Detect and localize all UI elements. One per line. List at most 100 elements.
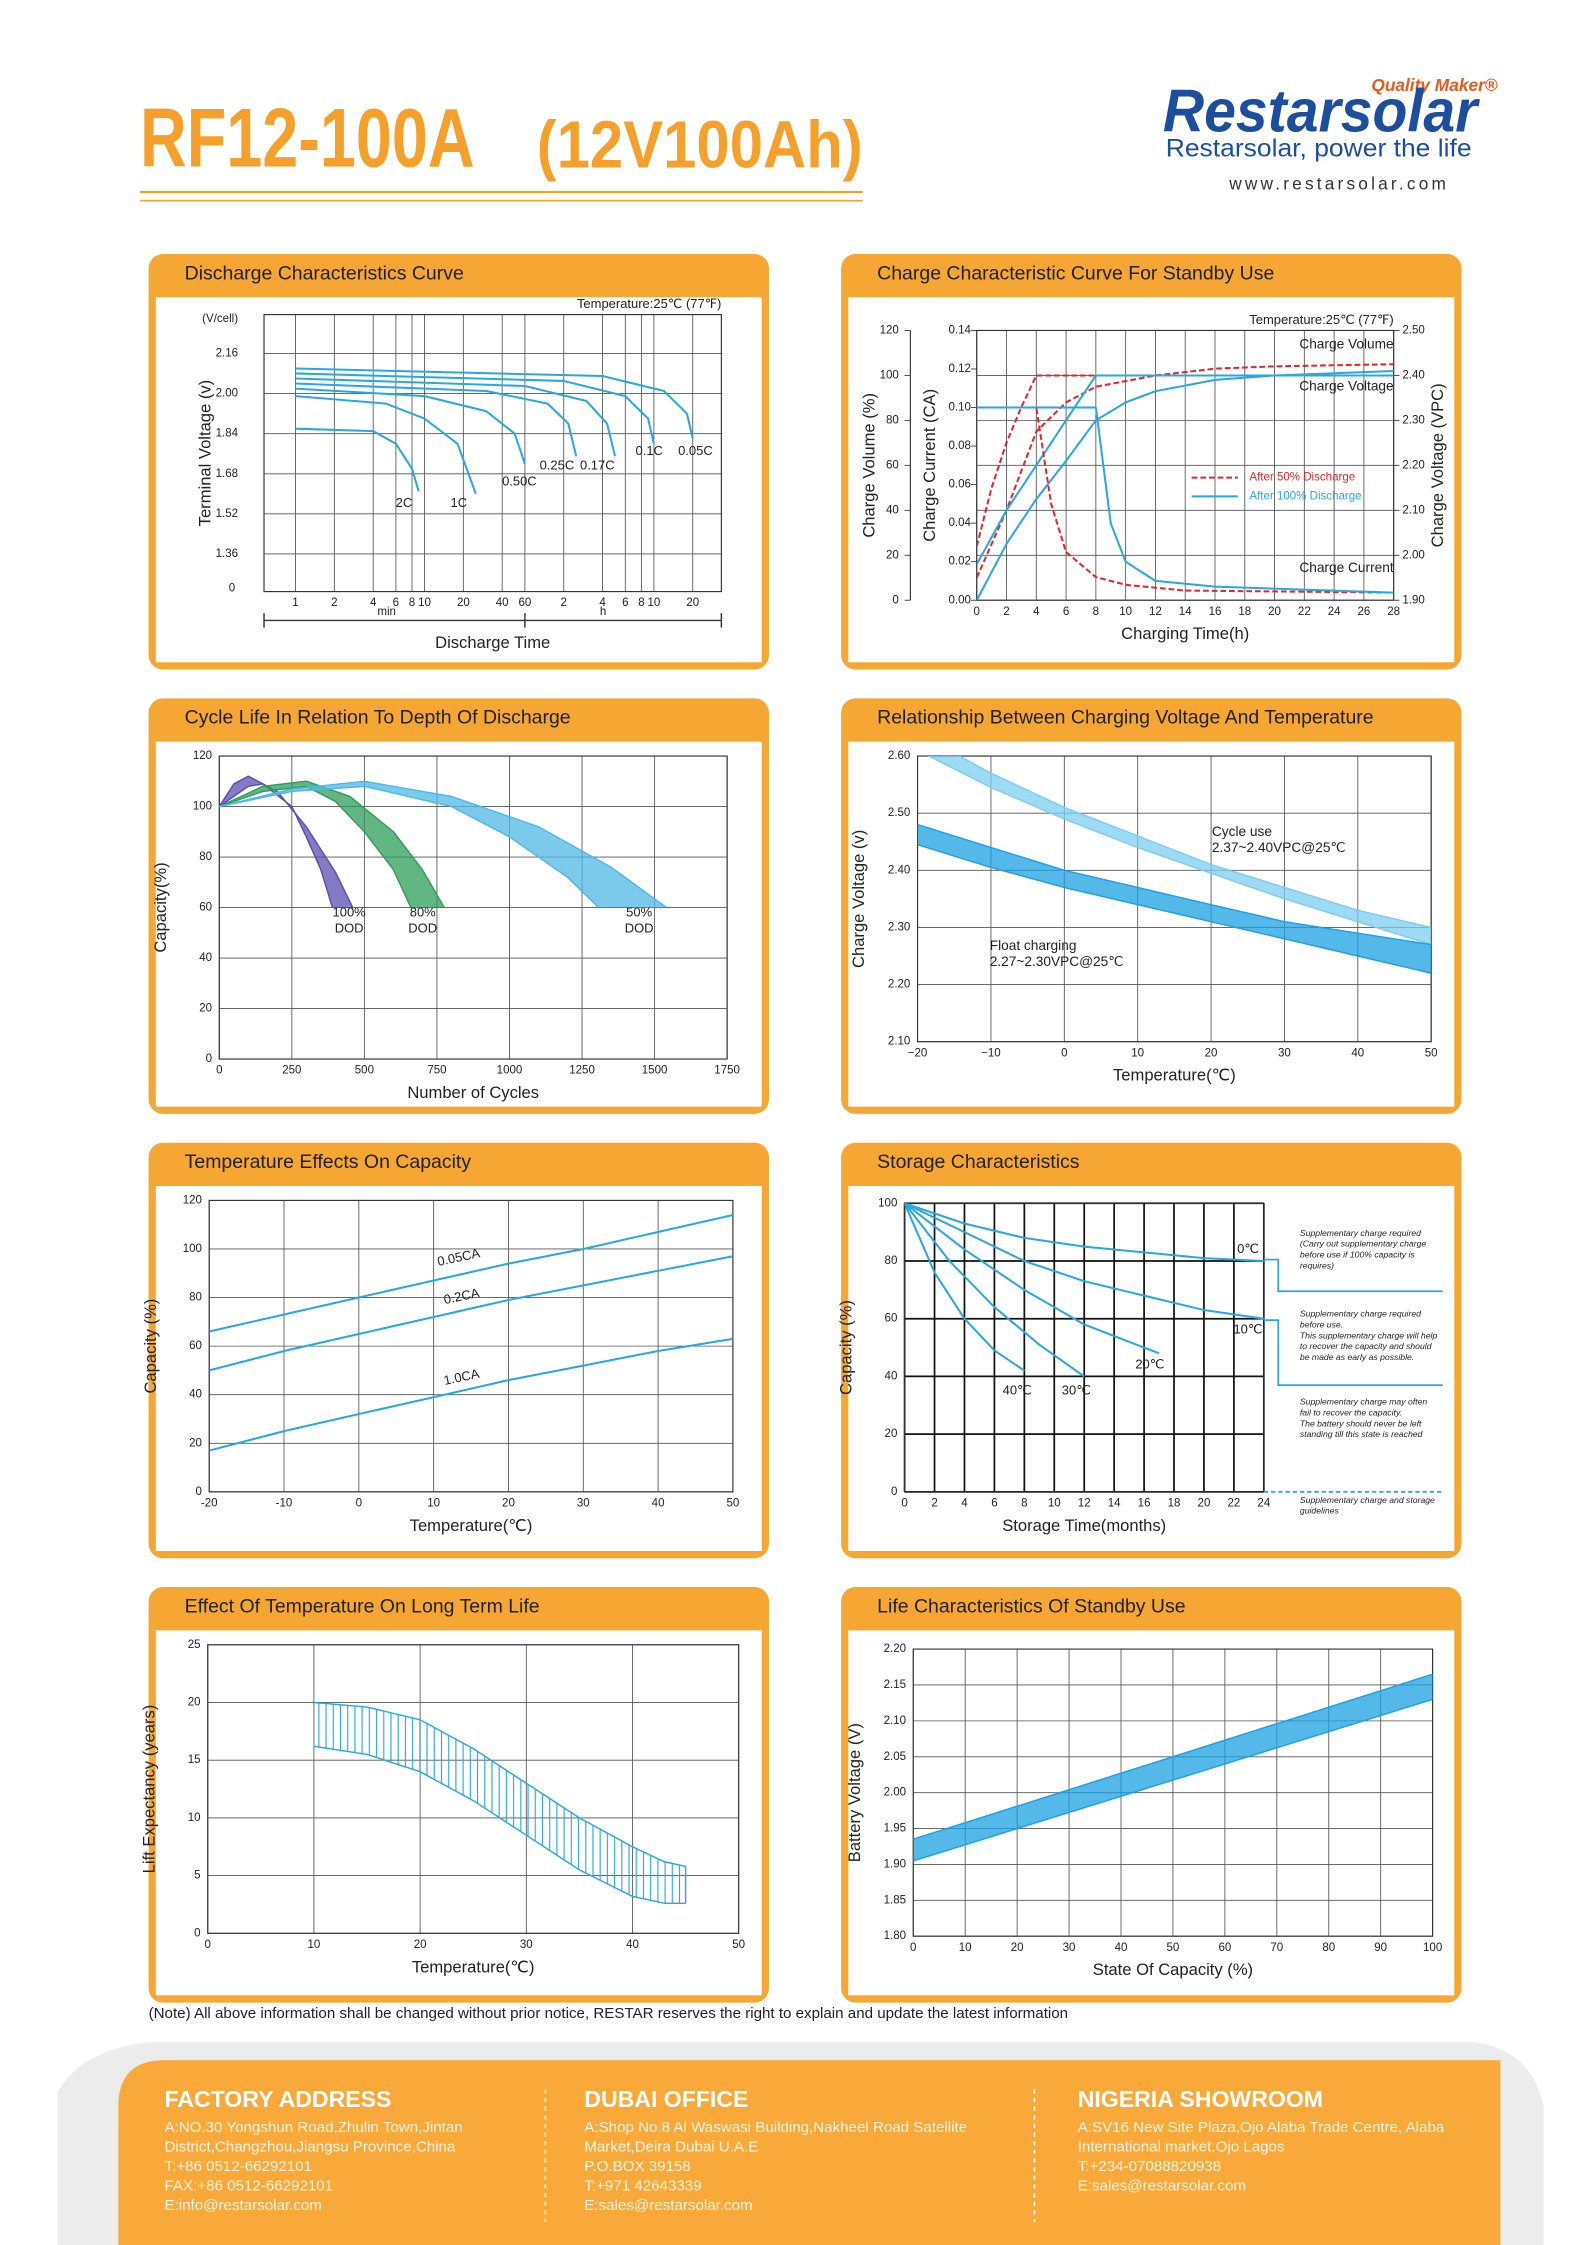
series-label: 0.17C: [580, 457, 615, 472]
x-tick-label: 20: [1011, 1942, 1024, 1954]
plot-frame: [263, 313, 722, 593]
x-tick-label: 4: [370, 597, 377, 609]
footer-line: T:+234-07088820938: [1078, 2158, 1221, 2175]
storage-note: This supplementary charge will help: [1300, 1330, 1438, 1340]
y3-tick-label: 2.20: [1402, 459, 1424, 471]
series-line: [904, 1203, 1160, 1355]
y-tick-label: 1.85: [884, 1894, 906, 1906]
x-tick-label: -20: [201, 1497, 218, 1509]
annotation: 2.37~2.40VPC@25℃: [1212, 840, 1346, 855]
series-label: 1.0CA: [442, 1366, 481, 1388]
x-tick-label: 0: [1061, 1047, 1067, 1059]
y-tick-label: 1.84: [216, 428, 239, 440]
plot-frame: [207, 1644, 740, 1934]
y-axis-label: Capacity (%): [141, 1299, 160, 1394]
x-tick-label: 16: [1209, 606, 1222, 618]
x-tick-label: 10: [1131, 1047, 1144, 1059]
footer-line: District,Changzhou,Jiangsu Province,Chin…: [164, 2139, 455, 2156]
y-tick-label: 60: [886, 459, 899, 471]
y-tick-label: 100: [193, 801, 212, 813]
y2-tick-label: 0.00: [949, 594, 971, 606]
band-edge: [927, 756, 1432, 946]
x-tick-label: 0: [356, 1497, 362, 1509]
panel-body: [848, 1630, 1455, 1996]
x-tick-label: 22: [1298, 606, 1311, 618]
series-line: [904, 1203, 1264, 1263]
y3-tick-label: 1.90: [1402, 594, 1424, 606]
y-tick-label: 0: [891, 1486, 897, 1498]
band-edge: [219, 785, 600, 909]
footer: [118, 2060, 1501, 2245]
band-fill: [219, 781, 445, 908]
series-label: 0℃: [1237, 1241, 1259, 1256]
series-line: [904, 1203, 1264, 1320]
series-label: 40℃: [1003, 1382, 1032, 1397]
series-label: 2C: [396, 495, 413, 510]
y2-tick-label: 0.14: [949, 324, 972, 336]
x-tick-label: 250: [282, 1065, 301, 1077]
panel-title: Relationship Between Charging Voltage An…: [877, 707, 1373, 729]
panel-title: Effect Of Temperature On Long Term Life: [185, 1595, 540, 1617]
band-label: 80%: [410, 905, 436, 920]
panel-body: [848, 741, 1455, 1107]
y-tick-label: 120: [183, 1194, 202, 1206]
x-tick-label: 2: [561, 597, 567, 609]
x-tick-label: 20: [1205, 1047, 1218, 1059]
y-tick-label: 1.80: [884, 1930, 906, 1942]
band-edge: [313, 1701, 686, 1868]
y-axis-label: Terminal Voltage (v): [196, 380, 215, 527]
band-fill: [917, 824, 1432, 974]
y-axis-label: Battery Voltage (V): [845, 1723, 864, 1862]
y-tick-label: 60: [885, 1313, 898, 1325]
x-tick-label: 1000: [497, 1065, 523, 1077]
y-tick-label: 25: [188, 1639, 201, 1651]
y-tick-label: 2.05: [884, 1751, 906, 1763]
series-line: [295, 377, 617, 457]
band-edge: [313, 1745, 686, 1905]
x-tick-label: 500: [355, 1065, 374, 1077]
band-edge: [917, 823, 1432, 946]
footer-line: FAX:+86 0512-66292101: [164, 2178, 333, 2195]
x-tick-label: 26: [1357, 606, 1370, 618]
x-tick-label: 16: [1138, 1497, 1151, 1509]
y-tick-label: 2.20: [888, 979, 910, 991]
y2-tick-label: 0.02: [949, 556, 971, 568]
plot-frame: [976, 329, 1395, 601]
brand-tag: Quality Maker®: [1371, 75, 1497, 95]
band-fill: [219, 776, 353, 908]
band-fill: [219, 781, 667, 908]
y-axis-label: Charge Current (CA): [920, 389, 939, 542]
y-axis-label: Charge Voltage (v): [849, 830, 868, 968]
series-label: 10℃: [1233, 1322, 1262, 1337]
storage-note: fail to recover the capacity.: [1300, 1407, 1402, 1417]
x-tick-label: 30: [520, 1939, 533, 1951]
y-tick-label: 80: [189, 1292, 202, 1304]
y-unit: (V/cell): [202, 313, 238, 325]
y-tick-label: 60: [189, 1340, 202, 1352]
footer-title: NIGERIA SHOWROOM: [1078, 2086, 1323, 2112]
y-tick-label: 2.60: [888, 750, 910, 762]
series-line: [976, 369, 1394, 601]
y-tick-label: 20: [886, 549, 899, 561]
x-tick-label: 40: [652, 1497, 665, 1509]
chart-note: Temperature:25℃ (77℉): [577, 296, 721, 311]
x-tick-label: 8: [1021, 1497, 1027, 1509]
x-axis-label: Storage Time(months): [1002, 1516, 1166, 1535]
x-tick-label: 14: [1108, 1497, 1121, 1509]
chart-note: Temperature:25℃ (77℉): [1249, 312, 1393, 327]
y-tick-label: 2.30: [888, 921, 910, 933]
footer-line: A:NO.30 Yongshun Road,Zhulin Town,Jintan: [164, 2119, 462, 2136]
y-tick-label: 120: [193, 750, 212, 762]
x-tick-label: 6: [1063, 606, 1069, 618]
y-tick-label: 1.68: [216, 468, 238, 480]
footer-title: FACTORY ADDRESS: [164, 2086, 391, 2112]
y-tick-label: 0: [206, 1053, 212, 1065]
band-edge: [913, 1698, 1433, 1862]
series-line: [976, 363, 1394, 579]
y-tick-label: 100: [183, 1243, 202, 1255]
series-label: 0.2CA: [442, 1285, 481, 1307]
series-line: [904, 1203, 1025, 1372]
x-tick-label: 10: [959, 1942, 972, 1954]
x-tick-label: 20: [502, 1497, 515, 1509]
